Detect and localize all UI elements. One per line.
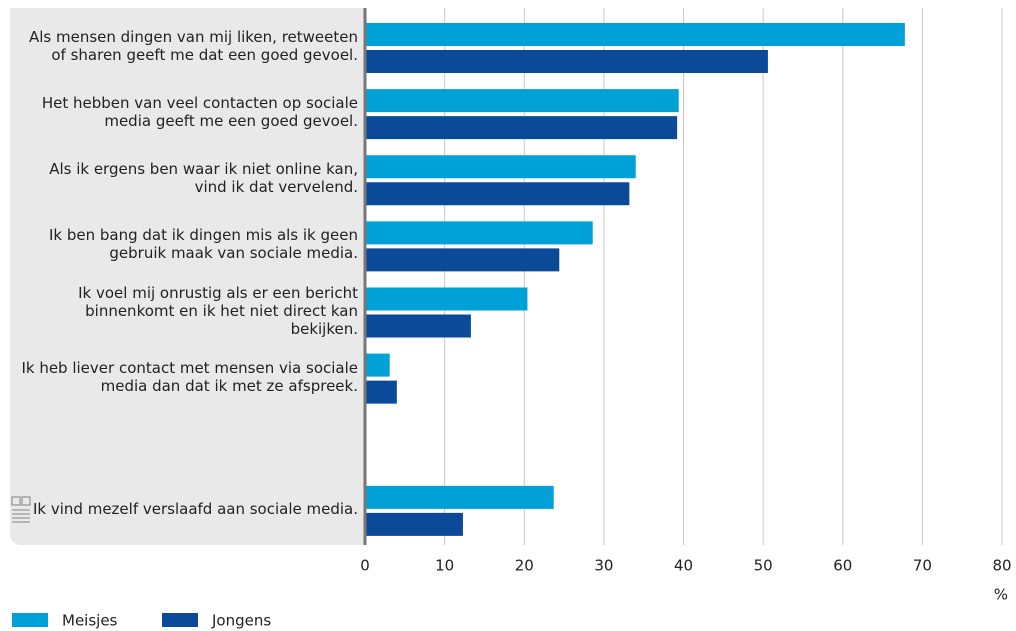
bar [365, 23, 905, 46]
x-tick-label: 50 [754, 557, 773, 575]
category-label: Ik heb liever contact met mensen via soc… [21, 358, 358, 395]
x-tick-label: 40 [674, 557, 693, 575]
bar [365, 353, 390, 377]
label-panel [10, 8, 365, 545]
x-tick-label: 20 [515, 557, 534, 575]
x-tick-label: 70 [913, 557, 932, 575]
bar [365, 248, 560, 272]
bar [365, 182, 630, 206]
legend-label: Jongens [211, 612, 271, 630]
legend-label: Meisjes [62, 612, 118, 630]
category-label: Als ik ergens ben waar ik niet online ka… [49, 160, 358, 197]
bar [365, 485, 554, 509]
logo [11, 496, 31, 523]
x-tick-label: 80 [992, 557, 1011, 575]
x-tick-label: 10 [435, 557, 454, 575]
x-axis-label: % [994, 586, 1008, 604]
bar [365, 380, 397, 404]
bar [365, 155, 636, 179]
legend-swatch [12, 613, 48, 627]
bar [365, 89, 679, 113]
bar [365, 50, 768, 73]
legend-swatch [162, 613, 198, 627]
category-label: Ik vind mezelf verslaafd aan sociale med… [33, 499, 358, 518]
category-label: Ik ben bang dat ik dingen mis als ik gee… [48, 226, 358, 263]
bar [365, 287, 528, 311]
y-axis-line [363, 8, 367, 545]
x-tick-label: 30 [594, 557, 613, 575]
x-tick-label: 0 [360, 557, 370, 575]
category-label: Ik voel mij onrustig als er een bericht … [78, 283, 358, 338]
x-tick-label: 60 [833, 557, 852, 575]
bar [365, 116, 678, 140]
bar [365, 512, 463, 536]
bar [365, 314, 471, 338]
bar [365, 221, 593, 245]
category-label: Als mensen dingen van mij liken, retweet… [28, 28, 358, 65]
category-label: Het hebben van veel contacten op sociale… [41, 94, 358, 131]
